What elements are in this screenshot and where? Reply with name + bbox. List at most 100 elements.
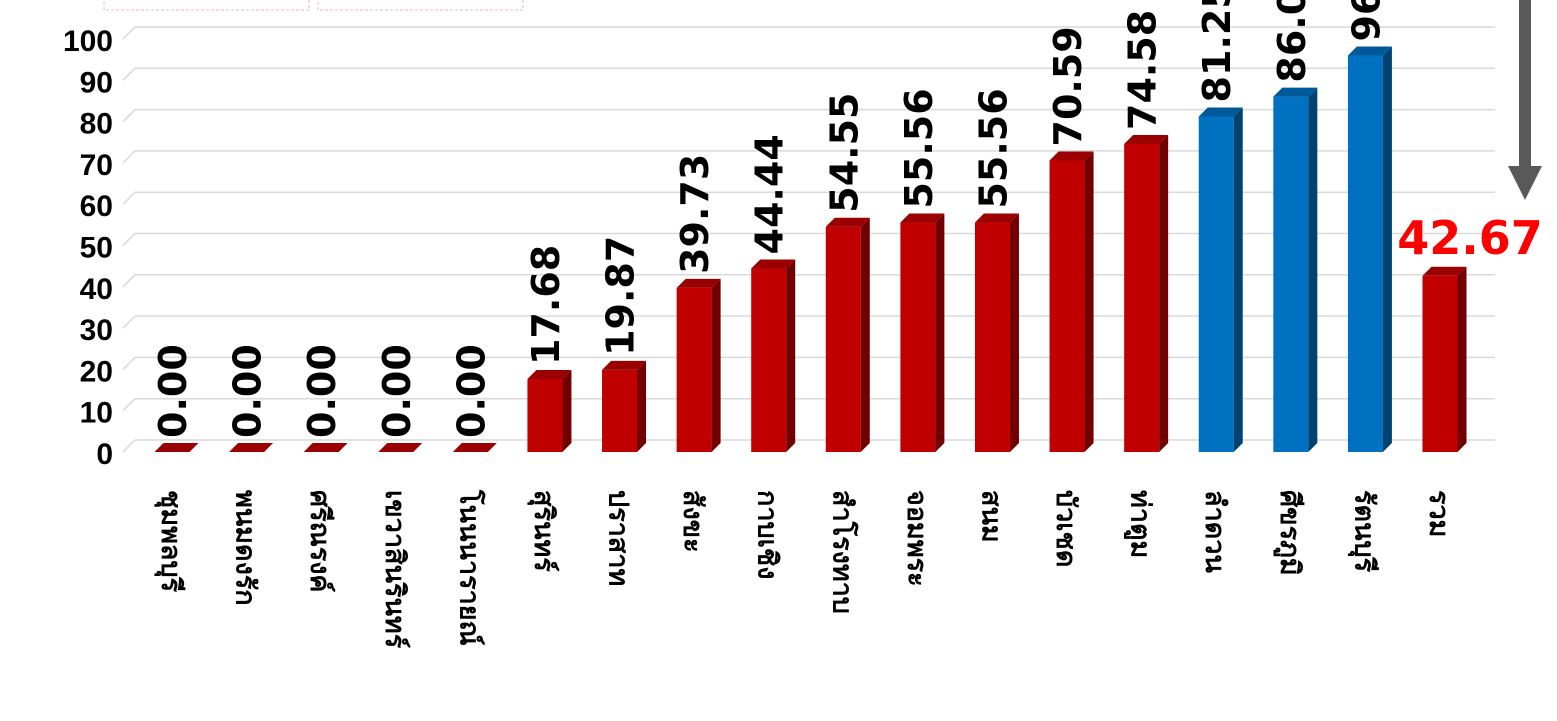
x-tick-label: ท่าตูม [1124, 490, 1156, 558]
value-label: 0.00 [449, 344, 493, 438]
grid-line [122, 356, 1495, 370]
bar-top [527, 369, 572, 379]
bar-top [900, 213, 945, 223]
bar-side [1084, 151, 1094, 452]
bar-top [452, 443, 497, 452]
x-tick-label: สุรินทร์ [527, 490, 560, 572]
bar-top [1049, 151, 1094, 161]
bar [527, 369, 572, 452]
grid-line [122, 439, 1495, 453]
x-tick-label: เขวาสินรินทร์ [379, 490, 411, 649]
bar-front [527, 378, 563, 452]
bar-front [1347, 55, 1383, 453]
x-tick-label: รัตนบุรี [1347, 490, 1379, 573]
y-tick-label: 0 [96, 438, 113, 471]
x-tick-label: พนมดงรัก [230, 490, 261, 606]
bar-top [1124, 134, 1169, 144]
grid-line [122, 274, 1495, 288]
bar [303, 443, 348, 452]
y-tick-label: 90 [80, 66, 113, 99]
bar-top [1198, 107, 1243, 117]
x-tick-label: บัวเชด [1050, 490, 1081, 567]
bar [1049, 151, 1094, 452]
bar [825, 217, 870, 452]
grid-line [122, 397, 1495, 412]
grid-line [122, 315, 1495, 329]
bar-side [935, 213, 945, 452]
bar [1422, 266, 1467, 452]
bar-front [825, 226, 861, 452]
y-tick-label: 60 [80, 190, 113, 223]
bar-front [676, 287, 712, 452]
grid-line [122, 191, 1495, 205]
bar-top [751, 259, 796, 269]
value-label: 96.00 [1344, 0, 1388, 42]
bar-top [676, 278, 721, 288]
y-tick-label: 20 [80, 355, 113, 388]
value-label: 0.00 [226, 344, 270, 438]
y-tick-label: 100 [63, 25, 113, 58]
bar-top [825, 217, 870, 227]
bar-top [1347, 46, 1392, 56]
decor-box [317, 0, 524, 11]
bar-side [1382, 46, 1392, 453]
bar-top [602, 360, 647, 370]
bar [154, 443, 199, 452]
bar-top [303, 443, 348, 452]
bar [1273, 87, 1318, 453]
x-tick-label: สังขะ [677, 490, 708, 553]
value-label: 81.25 [1195, 0, 1239, 102]
value-label: 55.56 [971, 88, 1015, 208]
grid-line [122, 232, 1495, 247]
x-tick-label: โนนนารายณ์ [453, 489, 486, 646]
x-tick-label: ชุมพลบุรี [154, 490, 186, 593]
decor-box [103, 0, 310, 11]
x-tick-label: รวม [1423, 490, 1454, 537]
bar-side [1308, 87, 1318, 453]
y-tick-label: 30 [80, 314, 113, 347]
x-tick-label: กาบเชิง [752, 490, 783, 579]
value-label: 55.56 [897, 88, 941, 208]
value-label: 0.00 [151, 344, 195, 438]
bar [602, 360, 647, 452]
bar-top [974, 213, 1019, 223]
grid-line [122, 26, 1495, 40]
bar-top [1273, 87, 1318, 97]
x-tick-label: ปราสาท [603, 490, 634, 586]
bar-side [1457, 266, 1467, 452]
value-label: 44.44 [748, 134, 792, 254]
bar-front [1422, 275, 1458, 452]
value-label: 70.59 [1046, 26, 1090, 146]
bar-side [1009, 213, 1019, 452]
y-tick-label: 80 [80, 108, 113, 141]
x-tick-label: สนม [975, 490, 1006, 543]
bar-front [1124, 143, 1160, 452]
bar [974, 213, 1019, 452]
bar [751, 259, 796, 452]
value-label: 86.05 [1270, 0, 1314, 83]
value-label: 0.00 [300, 344, 344, 438]
bar-front [1198, 116, 1234, 452]
value-label: 39.73 [673, 154, 717, 274]
value-label: 19.87 [599, 236, 643, 356]
bar [900, 213, 945, 452]
bar-front [900, 222, 936, 452]
bar-front [751, 268, 787, 452]
bar-front [974, 222, 1010, 452]
bar [1198, 107, 1243, 452]
bar-side [1159, 134, 1169, 452]
bar-top [154, 443, 199, 452]
value-label: 54.55 [822, 93, 866, 213]
y-tick-label: 50 [80, 232, 113, 265]
grid-line [122, 150, 1495, 164]
grid-line [122, 108, 1495, 123]
bar [452, 443, 497, 452]
bar-side [637, 360, 647, 452]
y-tick-label: 10 [80, 397, 113, 430]
bar [1347, 46, 1392, 453]
bar-front [1273, 96, 1309, 453]
bar-side [786, 259, 796, 452]
bar [378, 443, 423, 452]
value-label: 74.58 [1121, 10, 1165, 130]
